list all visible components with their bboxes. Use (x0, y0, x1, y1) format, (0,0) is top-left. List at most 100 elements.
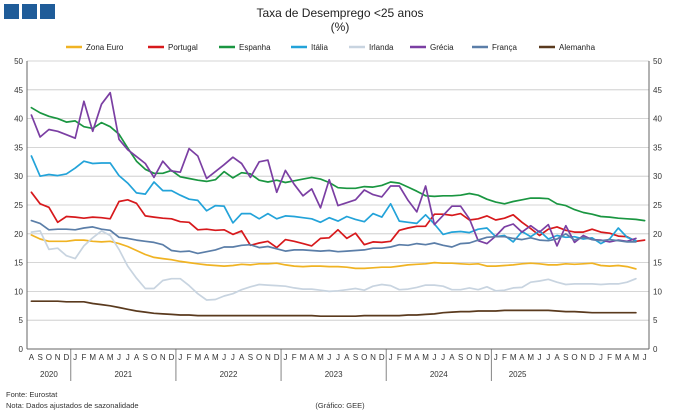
legend-item: Portugal (148, 43, 198, 52)
x-tick-label: S (563, 353, 568, 362)
y-tick-label-right: 40 (653, 115, 662, 124)
x-tick-label: J (73, 353, 77, 362)
x-tick-label: M (510, 353, 517, 362)
x-tick-label: O (361, 353, 367, 362)
x-tick-label: D (169, 353, 175, 362)
logo-square-1 (4, 4, 19, 19)
x-tick-label: O (151, 353, 157, 362)
legend-item: Grécia (410, 43, 454, 52)
x-tick-label: M (300, 353, 307, 362)
x-tick-label: D (64, 353, 70, 362)
x-tick-label: J (432, 353, 436, 362)
x-tick-label: J (126, 353, 130, 362)
y-tick-label-right: 30 (653, 172, 662, 181)
y-tick-label-left: 25 (14, 201, 23, 210)
chart-subtitle: (%) (331, 20, 350, 34)
x-tick-label: J (441, 353, 445, 362)
y-tick-label-right: 20 (653, 230, 662, 239)
legend-item: Irlanda (349, 43, 394, 52)
x-tick-label: M (107, 353, 114, 362)
y-tick-label-left: 50 (14, 57, 23, 66)
x-tick-label: A (554, 353, 560, 362)
x-tick-label: F (502, 353, 507, 362)
series-line-grécia (30, 91, 637, 247)
x-tick-label: O (571, 353, 577, 362)
x-tick-label: J (389, 353, 393, 362)
y-tick-label-right: 25 (653, 201, 662, 210)
x-tick-label: F (81, 353, 86, 362)
x-tick-label: J (231, 353, 235, 362)
y-tick-label-right: 35 (653, 143, 662, 152)
logo-square-2 (22, 4, 37, 19)
x-tick-label: J (222, 353, 226, 362)
x-tick-label: O (256, 353, 262, 362)
x-tick-label: M (194, 353, 201, 362)
year-label: 2022 (220, 370, 238, 379)
y-tick-label-right: 0 (653, 345, 658, 354)
series-lines (30, 91, 646, 318)
x-tick-label: J (599, 353, 603, 362)
x-tick-label: M (527, 353, 534, 362)
legend-label: Alemanha (559, 43, 596, 52)
legend-label: Zona Euro (86, 43, 124, 52)
y-tick-label-right: 5 (653, 316, 658, 325)
x-tick-label: O (466, 353, 472, 362)
x-tick-label: M (405, 353, 412, 362)
year-label: 2024 (430, 370, 448, 379)
chart-credit: (Gráfico: GEE) (315, 401, 365, 410)
x-tick-label: M (615, 353, 622, 362)
x-tick-label: S (248, 353, 253, 362)
x-tick-label: J (546, 353, 550, 362)
x-tick-label: A (204, 353, 210, 362)
y-tick-label-right: 10 (653, 287, 662, 296)
y-tick-label-left: 35 (14, 143, 23, 152)
x-tick-label: A (519, 353, 525, 362)
x-tick-label: D (484, 353, 490, 362)
y-tick-label-left: 40 (14, 115, 23, 124)
x-tick-label: J (336, 353, 340, 362)
series-line-irlanda (30, 230, 637, 301)
legend-item: Espanha (219, 43, 271, 52)
y-tick-label-left: 5 (19, 316, 24, 325)
y-tick-label-left: 30 (14, 172, 23, 181)
y-tick-label-left: 15 (14, 259, 23, 268)
x-tick-label: A (624, 353, 630, 362)
x-tick-label: D (589, 353, 595, 362)
y-tick-label-right: 45 (653, 86, 662, 95)
x-tick-label: D (379, 353, 385, 362)
y-tick-label-left: 20 (14, 230, 23, 239)
y-axis-right: 0 5 10 15 20 25 30 35 40 45 50 (653, 57, 662, 354)
series-line-itália (30, 155, 637, 245)
series-line-frança (30, 219, 637, 255)
x-tick-label: A (414, 353, 420, 362)
legend-label: Espanha (239, 43, 271, 52)
x-tick-label: F (292, 353, 297, 362)
y-tick-label-right: 50 (653, 57, 662, 66)
y-tick-label-left: 45 (14, 86, 23, 95)
y-tick-label-right: 15 (653, 259, 662, 268)
legend: Zona Euro Portugal Espanha Itália Irlanda Gré… (66, 43, 596, 52)
x-tick-label: N (160, 353, 166, 362)
x-tick-label: A (309, 353, 315, 362)
x-tick-label: J (178, 353, 182, 362)
legend-item: Zona Euro (66, 43, 124, 52)
x-tick-label: J (283, 353, 287, 362)
legend-item: França (472, 43, 517, 52)
x-tick-label: J (643, 353, 647, 362)
legend-item: Itália (291, 43, 328, 52)
legend-label: Portugal (168, 43, 198, 52)
logo (4, 4, 55, 19)
x-tick-label: F (607, 353, 612, 362)
x-tick-label: A (99, 353, 105, 362)
x-tick-label: A (134, 353, 140, 362)
x-tick-label: M (317, 353, 324, 362)
x-tick-label: A (29, 353, 35, 362)
series-line-espanha (30, 106, 646, 222)
x-tick-label: N (370, 353, 376, 362)
series-line-alemanha (30, 300, 637, 318)
year-label: 2025 (509, 370, 527, 379)
y-tick-label-left: 0 (19, 345, 24, 354)
series-line-zona-euro (30, 234, 637, 270)
x-tick-label: S (353, 353, 358, 362)
